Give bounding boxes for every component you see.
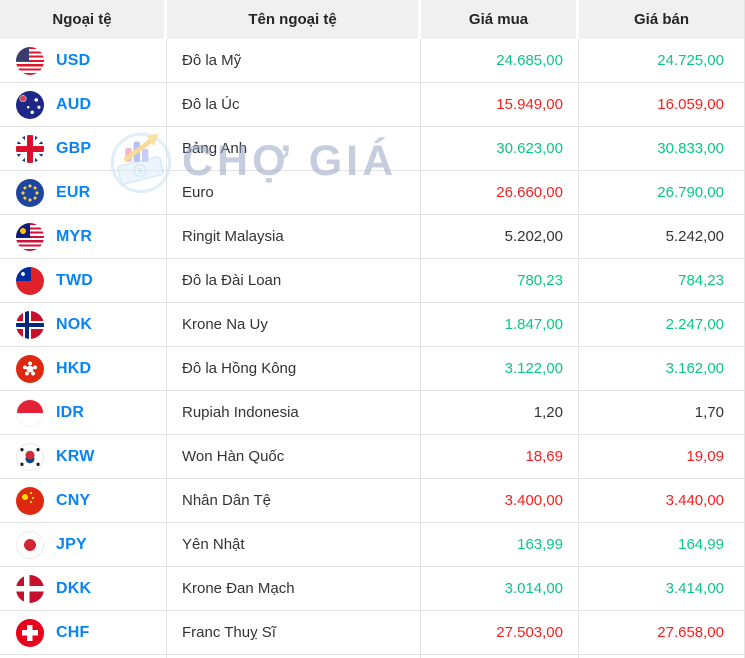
sell-price: 2.247,00 [665, 316, 724, 333]
buy-price: 163,99 [517, 536, 563, 553]
column-header-buy-price: Giá mua [421, 0, 579, 39]
currency-name: Đô la Úc [182, 96, 240, 113]
table-row: AUD Đô la Úc 15.949,00 16.059,00 [0, 83, 744, 127]
jpy-flag-icon [16, 530, 44, 559]
currency-name: Franc Thuỵ Sĩ [182, 624, 276, 641]
currency-name: Đô la Đài Loan [182, 272, 282, 289]
table-row: DKK Krone Đan Mạch 3.014,00 3.414,00 [0, 567, 744, 611]
usd-flag-icon [16, 46, 44, 75]
partial-next-row [0, 655, 744, 658]
buy-price: 1,20 [533, 404, 563, 421]
buy-price: 5.202,00 [504, 228, 563, 245]
sell-price: 19,09 [686, 448, 724, 465]
eur-flag-icon [16, 178, 44, 207]
buy-price: 3.400,00 [504, 492, 563, 509]
table-row: JPY Yên Nhật 163,99 164,99 [0, 523, 744, 567]
sell-price: 784,23 [678, 272, 724, 289]
currency-name: Yên Nhật [182, 536, 245, 553]
dkk-flag-icon [16, 574, 44, 603]
table-row: IDR Rupiah Indonesia 1,20 1,70 [0, 391, 744, 435]
twd-flag-icon [16, 266, 44, 295]
column-header-currency: Ngoại tệ [0, 0, 167, 39]
table-row: TWD Đô la Đài Loan 780,23 784,23 [0, 259, 744, 303]
currency-name: Nhân Dân Tệ [182, 492, 271, 509]
buy-price: 26.660,00 [496, 184, 563, 201]
buy-price: 3.014,00 [504, 580, 563, 597]
buy-price: 18,69 [525, 448, 563, 465]
buy-price: 780,23 [517, 272, 563, 289]
table-row: NOK Krone Na Uy 1.847,00 2.247,00 [0, 303, 744, 347]
buy-price: 27.503,00 [496, 624, 563, 641]
column-header-sell-price: Giá bán [579, 0, 744, 39]
table-row: CNY Nhân Dân Tệ 3.400,00 3.440,00 [0, 479, 744, 523]
table-row: CHF Franc Thuỵ Sĩ 27.503,00 27.658,00 [0, 611, 744, 655]
chf-flag-icon [16, 618, 44, 647]
table-row: KRW Won Hàn Quốc 18,69 19,09 [0, 435, 744, 479]
currency-name: Đô la Mỹ [182, 52, 242, 69]
buy-price: 15.949,00 [496, 96, 563, 113]
currency-code-link[interactable]: HKD [56, 359, 92, 377]
currency-code-link[interactable]: USD [56, 51, 91, 69]
sell-price: 24.725,00 [657, 52, 724, 69]
currency-name: Won Hàn Quốc [182, 448, 285, 465]
hkd-flag-icon [16, 354, 44, 383]
sell-price: 5.242,00 [665, 228, 724, 245]
sell-price: 1,70 [694, 404, 724, 421]
table-row: EUR Euro 26.660,00 26.790,00 [0, 171, 744, 215]
table-row: USD Đô la Mỹ 24.685,00 24.725,00 [0, 39, 744, 83]
currency-name: Krone Na Uy [182, 316, 268, 333]
buy-price: 1.847,00 [504, 316, 563, 333]
currency-name: Ringit Malaysia [182, 228, 284, 245]
sell-price: 3.440,00 [665, 492, 724, 509]
table-row: MYR Ringit Malaysia 5.202,00 5.242,00 [0, 215, 744, 259]
currency-code-link[interactable]: CNY [56, 491, 91, 509]
aud-flag-icon [16, 90, 44, 119]
currency-code-link[interactable]: KRW [56, 447, 95, 465]
sell-price: 3.414,00 [665, 580, 724, 597]
sell-price: 27.658,00 [657, 624, 724, 641]
currency-name: Rupiah Indonesia [182, 404, 299, 421]
currency-code-link[interactable]: NOK [56, 315, 93, 333]
sell-price: 3.162,00 [665, 360, 724, 377]
currency-code-link[interactable]: TWD [56, 271, 94, 289]
krw-flag-icon [16, 442, 44, 471]
table-row: HKD Đô la Hồng Kông 3.122,00 3.162,00 [0, 347, 744, 391]
cny-flag-icon [16, 486, 44, 515]
table-header-row: Ngoại tệ Tên ngoại tệ Giá mua Giá bán [0, 0, 744, 39]
currency-code-link[interactable]: EUR [56, 183, 91, 201]
gbp-flag-icon [16, 134, 44, 163]
currency-name: Đô la Hồng Kông [182, 360, 297, 377]
currency-name: Krone Đan Mạch [182, 580, 295, 597]
nok-flag-icon [16, 310, 44, 339]
buy-price: 24.685,00 [496, 52, 563, 69]
sell-price: 26.790,00 [657, 184, 724, 201]
currency-code-link[interactable]: AUD [56, 95, 92, 113]
idr-flag-icon [16, 398, 44, 427]
sell-price: 164,99 [678, 536, 724, 553]
currency-name: Euro [182, 184, 214, 201]
table-row: GBP Bảng Anh 30.623,00 30.833,00 [0, 127, 744, 171]
currency-code-link[interactable]: JPY [56, 535, 87, 553]
currency-code-link[interactable]: CHF [56, 623, 90, 641]
buy-price: 3.122,00 [504, 360, 563, 377]
currency-code-link[interactable]: DKK [56, 579, 92, 597]
table-body: USD Đô la Mỹ 24.685,00 24.725,00 AUD Đô … [0, 39, 744, 655]
currency-code-link[interactable]: GBP [56, 139, 92, 157]
currency-code-link[interactable]: MYR [56, 227, 93, 245]
currency-name: Bảng Anh [182, 140, 248, 157]
myr-flag-icon [16, 222, 44, 251]
sell-price: 30.833,00 [657, 140, 724, 157]
buy-price: 30.623,00 [496, 140, 563, 157]
column-header-currency-name: Tên ngoại tệ [167, 0, 421, 39]
sell-price: 16.059,00 [657, 96, 724, 113]
currency-code-link[interactable]: IDR [56, 403, 85, 421]
